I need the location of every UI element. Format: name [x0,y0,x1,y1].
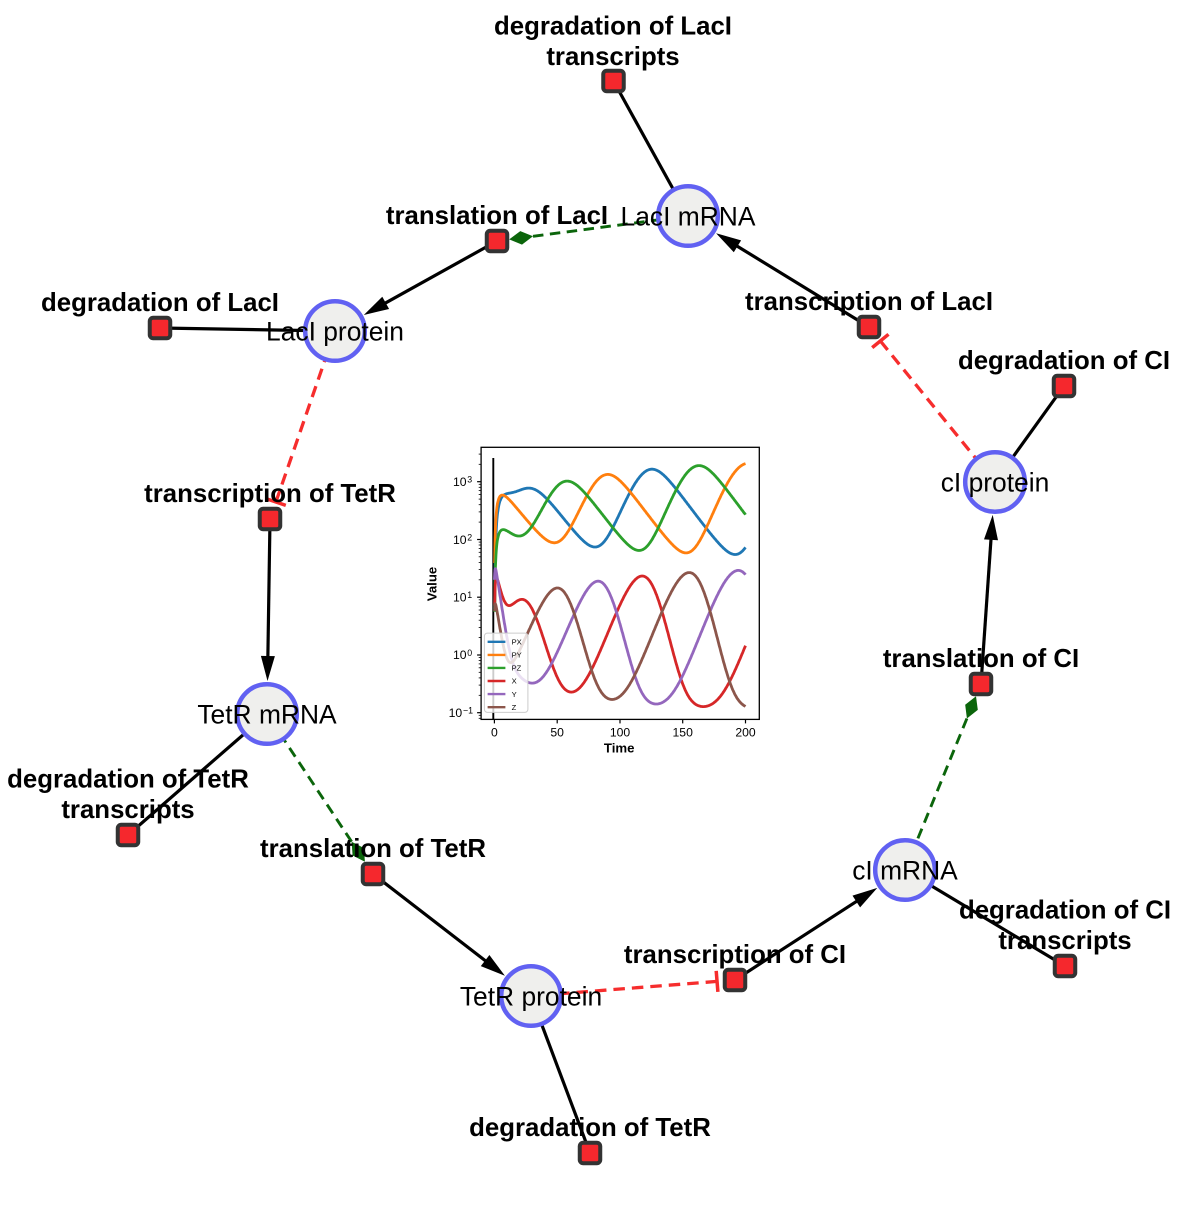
svg-text:150: 150 [673,725,694,739]
svg-text:100: 100 [610,725,631,739]
svg-text:LacI mRNA: LacI mRNA [621,202,756,232]
svg-text:2: 2 [467,533,472,543]
svg-text:PY: PY [512,651,522,660]
svg-text:X: X [512,677,517,686]
svg-text:degradation of CI: degradation of CI [959,896,1171,924]
svg-text:transcripts: transcripts [61,796,194,824]
svg-text:translation of CI: translation of CI [883,645,1079,673]
svg-text:degradation of LacI: degradation of LacI [41,289,279,317]
svg-text:transcription of LacI: transcription of LacI [745,288,993,316]
svg-text:degradation of TetR: degradation of TetR [469,1114,711,1142]
svg-text:10: 10 [453,648,467,662]
svg-text:transcription of CI: transcription of CI [624,941,846,969]
svg-text:PZ: PZ [512,664,522,673]
svg-text:degradation of CI: degradation of CI [958,347,1170,375]
svg-text:translation of LacI: translation of LacI [386,202,608,230]
svg-text:Y: Y [512,690,517,699]
svg-text:10: 10 [453,533,467,547]
svg-text:TetR mRNA: TetR mRNA [197,700,337,730]
svg-text:1: 1 [467,590,472,600]
svg-text:degradation of LacI: degradation of LacI [494,12,732,40]
svg-text:0: 0 [491,725,498,739]
svg-text:TetR protein: TetR protein [460,982,602,1012]
svg-text:10: 10 [449,706,463,720]
svg-text:10: 10 [453,475,467,489]
svg-text:transcription of TetR: transcription of TetR [144,480,396,508]
svg-text:degradation of TetR: degradation of TetR [7,765,249,793]
svg-text:200: 200 [735,725,756,739]
svg-text:Value: Value [424,567,439,601]
svg-text:3: 3 [467,475,472,485]
svg-text:Time: Time [604,740,635,755]
svg-text:transcripts: transcripts [546,43,679,71]
svg-text:10: 10 [453,591,467,605]
svg-text:Z: Z [512,703,517,712]
svg-text:cI mRNA: cI mRNA [852,856,958,886]
svg-text:50: 50 [550,725,564,739]
svg-text:PX: PX [512,638,522,647]
svg-text:cI protein: cI protein [941,468,1050,498]
svg-text:−1: −1 [463,706,473,716]
svg-text:0: 0 [467,648,472,658]
svg-text:translation of TetR: translation of TetR [260,835,486,863]
svg-text:transcripts: transcripts [998,927,1131,955]
svg-text:LacI protein: LacI protein [266,317,404,347]
